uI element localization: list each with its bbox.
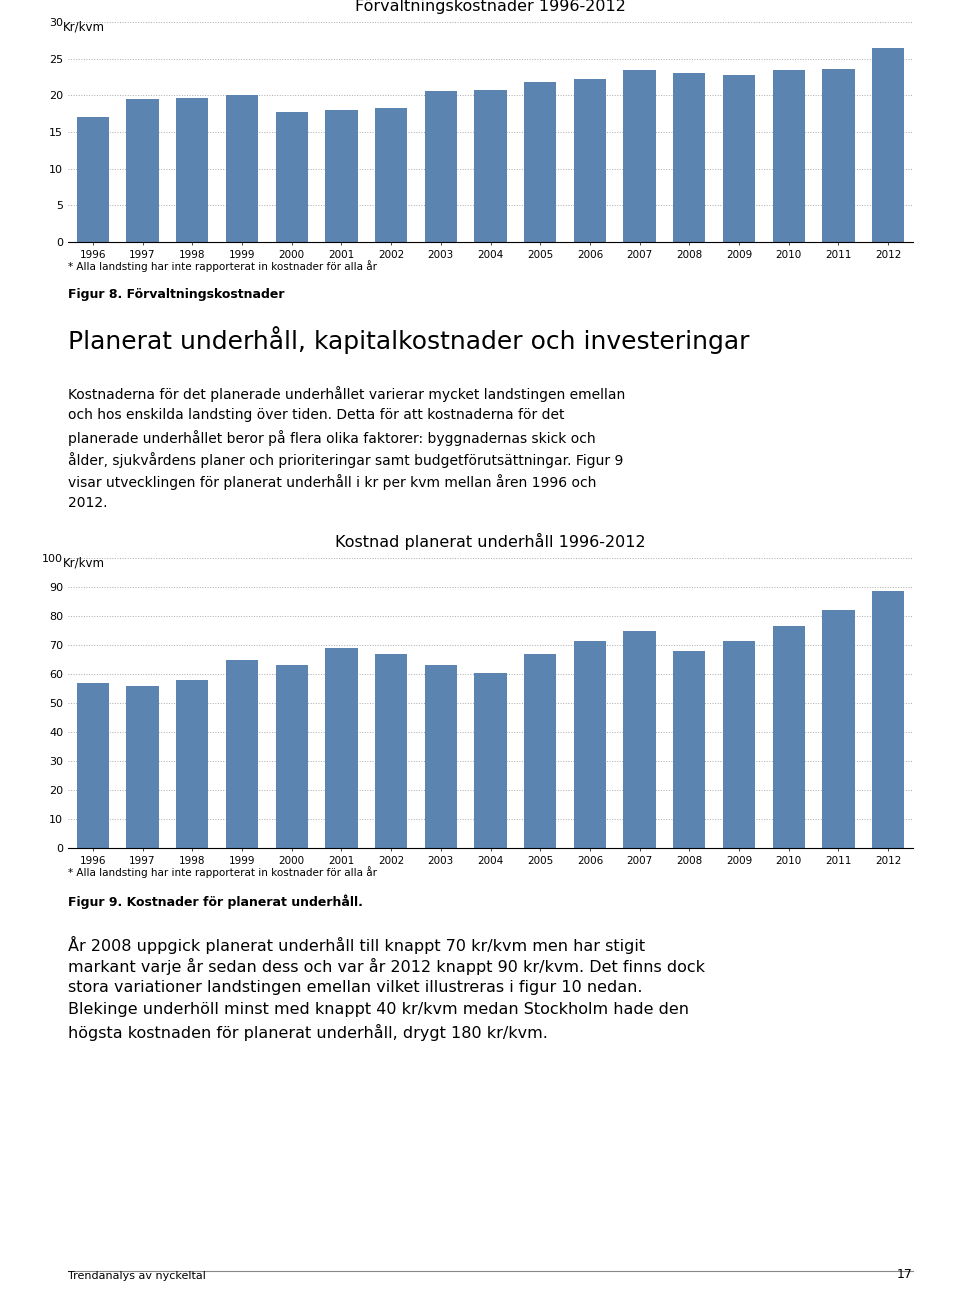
Bar	[673, 73, 706, 242]
Bar	[773, 627, 804, 848]
Bar	[325, 648, 357, 848]
Text: Planerat underhåll, kapitalkostnader och investeringar: Planerat underhåll, kapitalkostnader och…	[68, 326, 750, 354]
Bar	[276, 112, 308, 242]
Bar	[226, 659, 258, 848]
Text: och hos enskilda landsting över tiden. Detta för att kostnaderna för det: och hos enskilda landsting över tiden. D…	[68, 408, 564, 422]
Bar	[226, 95, 258, 242]
Bar	[623, 631, 656, 848]
Bar	[574, 79, 606, 242]
Text: Trendanalys av nyckeltal: Trendanalys av nyckeltal	[68, 1270, 205, 1281]
Text: Blekinge underhöll minst med knappt 40 kr/kvm medan Stockholm hade den: Blekinge underhöll minst med knappt 40 k…	[68, 1002, 689, 1018]
Bar	[474, 672, 507, 848]
Bar	[375, 108, 407, 242]
Bar	[276, 666, 308, 848]
Bar	[524, 654, 557, 848]
Bar	[424, 666, 457, 848]
Bar	[474, 90, 507, 242]
Text: planerade underhållet beror på flera olika faktorer: byggnadernas skick och: planerade underhållet beror på flera oli…	[68, 430, 595, 446]
Bar	[176, 680, 208, 848]
Text: visar utvecklingen för planerat underhåll i kr per kvm mellan åren 1996 och: visar utvecklingen för planerat underhål…	[68, 474, 596, 490]
Bar	[872, 48, 904, 242]
Bar	[375, 654, 407, 848]
Text: Figur 9. Kostnader för planerat underhåll.: Figur 9. Kostnader för planerat underhål…	[68, 894, 363, 908]
Bar	[176, 98, 208, 242]
Text: * Alla landsting har inte rapporterat in kostnader för alla år: * Alla landsting har inte rapporterat in…	[68, 261, 377, 272]
Bar	[773, 69, 804, 242]
Bar	[823, 610, 854, 848]
Text: Kostnaderna för det planerade underhållet varierar mycket landstingen emellan: Kostnaderna för det planerade underhålle…	[68, 386, 625, 401]
Text: Figur 8. Förvaltningskostnader: Figur 8. Förvaltningskostnader	[68, 288, 284, 301]
Text: ålder, sjukvårdens planer och prioriteringar samt budgetförutsättningar. Figur 9: ålder, sjukvårdens planer och prioriteri…	[68, 452, 623, 468]
Bar	[524, 82, 557, 242]
Bar	[424, 91, 457, 242]
Bar	[127, 99, 158, 242]
Text: högsta kostnaden för planerat underhåll, drygt 180 kr/kvm.: högsta kostnaden för planerat underhåll,…	[68, 1024, 548, 1041]
Bar	[127, 685, 158, 848]
Text: * Alla landsting har inte rapporterat in kostnader för alla år: * Alla landsting har inte rapporterat in…	[68, 866, 377, 878]
Title: Kostnad planerat underhåll 1996-2012: Kostnad planerat underhåll 1996-2012	[335, 533, 646, 550]
Bar	[823, 69, 854, 242]
Text: 2012.: 2012.	[68, 496, 108, 509]
Bar	[872, 592, 904, 848]
Bar	[77, 116, 109, 242]
Text: Kr/kvm: Kr/kvm	[63, 20, 105, 33]
Bar	[623, 69, 656, 242]
Text: År 2008 uppgick planerat underhåll till knappt 70 kr/kvm men har stigit: År 2008 uppgick planerat underhåll till …	[68, 936, 645, 954]
Text: markant varje år sedan dess och var år 2012 knappt 90 kr/kvm. Det finns dock: markant varje år sedan dess och var år 2…	[68, 958, 705, 975]
Title: Förvaltningskostnader 1996-2012: Förvaltningskostnader 1996-2012	[355, 0, 626, 14]
Bar	[673, 650, 706, 848]
Bar	[723, 641, 756, 848]
Bar	[77, 683, 109, 848]
Text: Kr/kvm: Kr/kvm	[63, 556, 105, 569]
Bar	[325, 109, 357, 242]
Bar	[723, 74, 756, 242]
Text: 17: 17	[898, 1268, 913, 1281]
Text: stora variationer landstingen emellan vilket illustreras i figur 10 nedan.: stora variationer landstingen emellan vi…	[68, 980, 642, 995]
Bar	[574, 641, 606, 848]
